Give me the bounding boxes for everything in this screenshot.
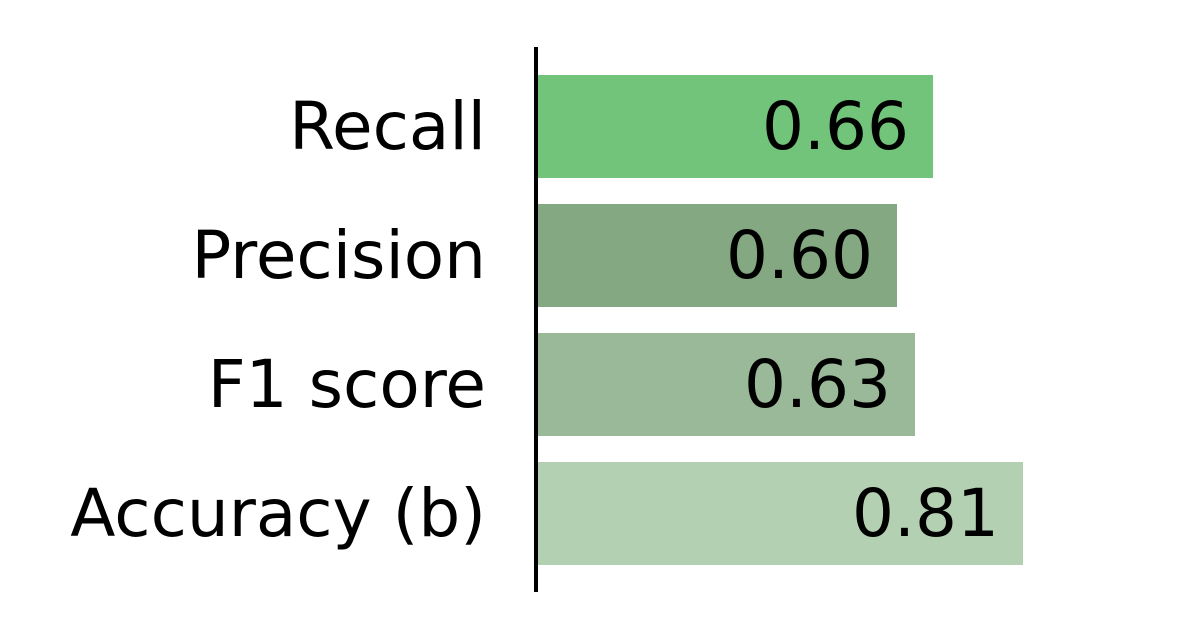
value-label-precision: 0.60 (726, 217, 873, 294)
bar-precision (537, 204, 897, 307)
category-label-f1-score: F1 score (208, 346, 486, 423)
bar-recall (537, 75, 933, 178)
category-labels-group: Recall Precision F1 score Accuracy (b) (70, 88, 486, 552)
bar-f1-score (537, 333, 915, 436)
category-label-precision: Precision (192, 217, 487, 294)
value-label-f1-score: 0.63 (744, 346, 891, 423)
category-label-accuracy-b: Accuracy (b) (70, 475, 486, 552)
value-labels-group: 0.66 0.60 0.63 0.81 (726, 88, 999, 552)
bar-accuracy-b (537, 462, 1023, 565)
value-label-accuracy-b: 0.81 (852, 475, 999, 552)
value-label-recall: 0.66 (762, 88, 909, 165)
category-label-recall: Recall (289, 88, 486, 165)
bars-group (537, 75, 1023, 565)
